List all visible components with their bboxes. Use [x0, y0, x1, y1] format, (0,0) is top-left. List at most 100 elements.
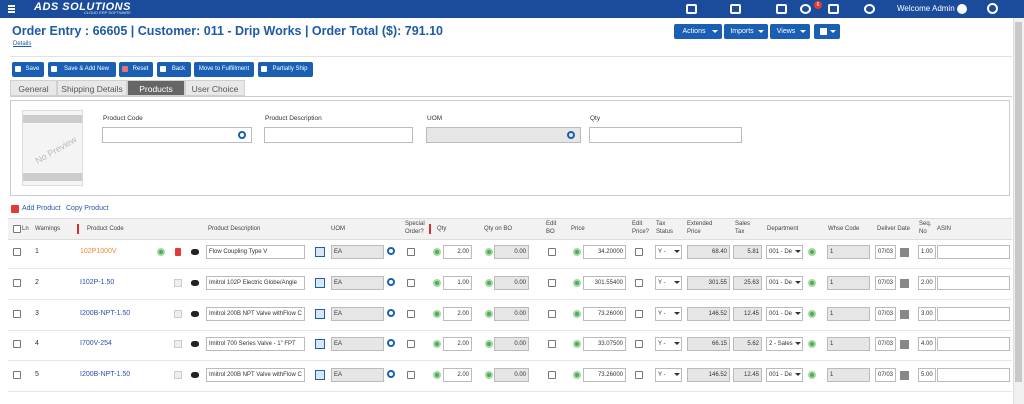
- cell-input[interactable]: 2.00: [443, 337, 472, 352]
- search-icon[interactable]: [567, 131, 575, 139]
- row-checkbox[interactable]: [13, 309, 21, 318]
- power-icon[interactable]: [987, 3, 998, 14]
- uom-search-icon[interactable]: [387, 247, 395, 255]
- cell-input[interactable]: 146.52: [687, 368, 730, 383]
- toolbar-button[interactable]: Partially Ship: [258, 62, 313, 77]
- row-checkbox[interactable]: [548, 248, 556, 256]
- toolbar-button[interactable]: Back: [157, 62, 191, 77]
- refresh-icon[interactable]: [808, 248, 816, 256]
- search-input[interactable]: [264, 127, 413, 143]
- row-checkbox[interactable]: [13, 278, 21, 287]
- cell-input[interactable]: 1.00: [443, 275, 472, 290]
- cell-input[interactable]: 2.00: [443, 306, 472, 321]
- description-lookup-icon[interactable]: [315, 247, 325, 257]
- cell-input[interactable]: 25.63: [733, 275, 762, 290]
- cell-input[interactable]: 2.00: [443, 368, 472, 383]
- cell-input[interactable]: 5.62: [733, 337, 762, 352]
- row-checkbox[interactable]: [635, 340, 643, 349]
- description-lookup-icon[interactable]: [315, 370, 325, 381]
- settings-icon[interactable]: [864, 4, 875, 14]
- calendar-icon[interactable]: [900, 309, 909, 319]
- refresh-icon[interactable]: [573, 340, 581, 349]
- description-lookup-icon[interactable]: [315, 277, 325, 288]
- cell-input[interactable]: 5.81: [733, 245, 762, 259]
- cell-input[interactable]: 0.00: [494, 368, 529, 383]
- asin-input[interactable]: [937, 306, 1010, 321]
- welcome-text[interactable]: Welcome Admin: [897, 4, 955, 13]
- cell-input[interactable]: 1: [827, 368, 870, 383]
- refresh-icon[interactable]: [573, 371, 581, 380]
- select[interactable]: Y -: [655, 245, 682, 259]
- share-icon[interactable]: [686, 4, 697, 14]
- menu-icon-bar[interactable]: [8, 5, 15, 7]
- search-icon[interactable]: [238, 131, 246, 139]
- cell-input[interactable]: 2.00: [443, 245, 472, 259]
- cell-input[interactable]: Imitrol 200B NPT Valve withFlow C: [206, 306, 305, 321]
- refresh-icon[interactable]: [808, 371, 816, 380]
- row-checkbox[interactable]: [13, 340, 21, 349]
- row-checkbox[interactable]: [407, 309, 415, 318]
- cell-input[interactable]: 1.00: [918, 245, 936, 259]
- calendar-menu-button[interactable]: [814, 24, 840, 39]
- product-code-link[interactable]: I200B-NPT-1.50: [80, 371, 131, 379]
- cell-input[interactable]: Imitrol 700 Series Valve - 1" FPT: [206, 337, 305, 352]
- product-code-link[interactable]: I200B-NPT-1.50: [80, 309, 131, 317]
- cell-input[interactable]: 0.00: [494, 245, 529, 259]
- cell-input[interactable]: 301.55: [687, 275, 730, 290]
- row-checkbox[interactable]: [548, 340, 556, 349]
- row-checkbox[interactable]: [548, 371, 556, 380]
- select[interactable]: Y -: [655, 306, 682, 321]
- details-link[interactable]: Details: [13, 41, 32, 47]
- row-checkbox[interactable]: [635, 278, 643, 287]
- select[interactable]: 001 - De: [766, 306, 803, 321]
- cell-input[interactable]: 4.00: [918, 337, 936, 352]
- cell-input[interactable]: 07/03: [875, 306, 896, 321]
- cell-input[interactable]: EA: [331, 337, 384, 352]
- row-checkbox[interactable]: [635, 248, 643, 256]
- asin-input[interactable]: [937, 368, 1010, 383]
- description-lookup-icon[interactable]: [315, 339, 325, 350]
- refresh-icon[interactable]: [485, 248, 493, 256]
- refresh-icon[interactable]: [433, 309, 441, 318]
- row-checkbox[interactable]: [548, 278, 556, 287]
- row-checkbox[interactable]: [407, 340, 415, 349]
- cell-input[interactable]: 33.07500: [583, 337, 626, 352]
- cell-input[interactable]: 34.20000: [583, 245, 626, 259]
- cell-input[interactable]: 73.26000: [583, 368, 626, 383]
- select[interactable]: 001 - De: [766, 368, 803, 383]
- bell-icon[interactable]: [800, 4, 811, 14]
- toolbar-button[interactable]: Move to Fulfillment: [194, 62, 254, 77]
- row-checkbox[interactable]: [407, 248, 415, 256]
- row-checkbox[interactable]: [635, 371, 643, 380]
- help-icon[interactable]: [776, 4, 787, 14]
- refresh-icon[interactable]: [573, 278, 581, 287]
- calendar-icon[interactable]: [900, 278, 909, 288]
- tab[interactable]: Shipping Details: [57, 80, 127, 96]
- delete-icon[interactable]: [175, 248, 181, 256]
- toolbar-button[interactable]: Save & Add New: [48, 62, 116, 77]
- cell-input[interactable]: 1: [827, 245, 870, 259]
- asin-input[interactable]: [937, 275, 1010, 290]
- cell-input[interactable]: EA: [331, 245, 384, 259]
- cell-input[interactable]: Flow Coupling Type V: [206, 245, 305, 259]
- calendar-icon[interactable]: [900, 340, 909, 350]
- cell-input[interactable]: Imitrol 200B NPT Valve withFlow C: [206, 368, 305, 383]
- select[interactable]: Y -: [655, 275, 682, 290]
- calendar-icon[interactable]: [900, 371, 909, 381]
- refresh-icon[interactable]: [808, 278, 816, 287]
- users-icon[interactable]: [828, 4, 839, 14]
- cell-input[interactable]: 2.00: [918, 275, 936, 290]
- refresh-icon[interactable]: [433, 278, 441, 287]
- select[interactable]: Y -: [655, 337, 682, 352]
- select[interactable]: 001 - De: [766, 245, 803, 259]
- description-lookup-icon[interactable]: [315, 308, 325, 319]
- cell-input[interactable]: 68.40: [687, 245, 730, 259]
- cell-input[interactable]: 07/03: [875, 275, 896, 290]
- menu-icon-bar[interactable]: [8, 8, 15, 10]
- cell-input[interactable]: 1: [827, 275, 870, 290]
- row-checkbox[interactable]: [548, 309, 556, 318]
- refresh-icon[interactable]: [433, 248, 441, 256]
- toolbar-button[interactable]: Save: [12, 62, 44, 77]
- cell-input[interactable]: EA: [331, 368, 384, 383]
- user-icon[interactable]: [957, 4, 967, 14]
